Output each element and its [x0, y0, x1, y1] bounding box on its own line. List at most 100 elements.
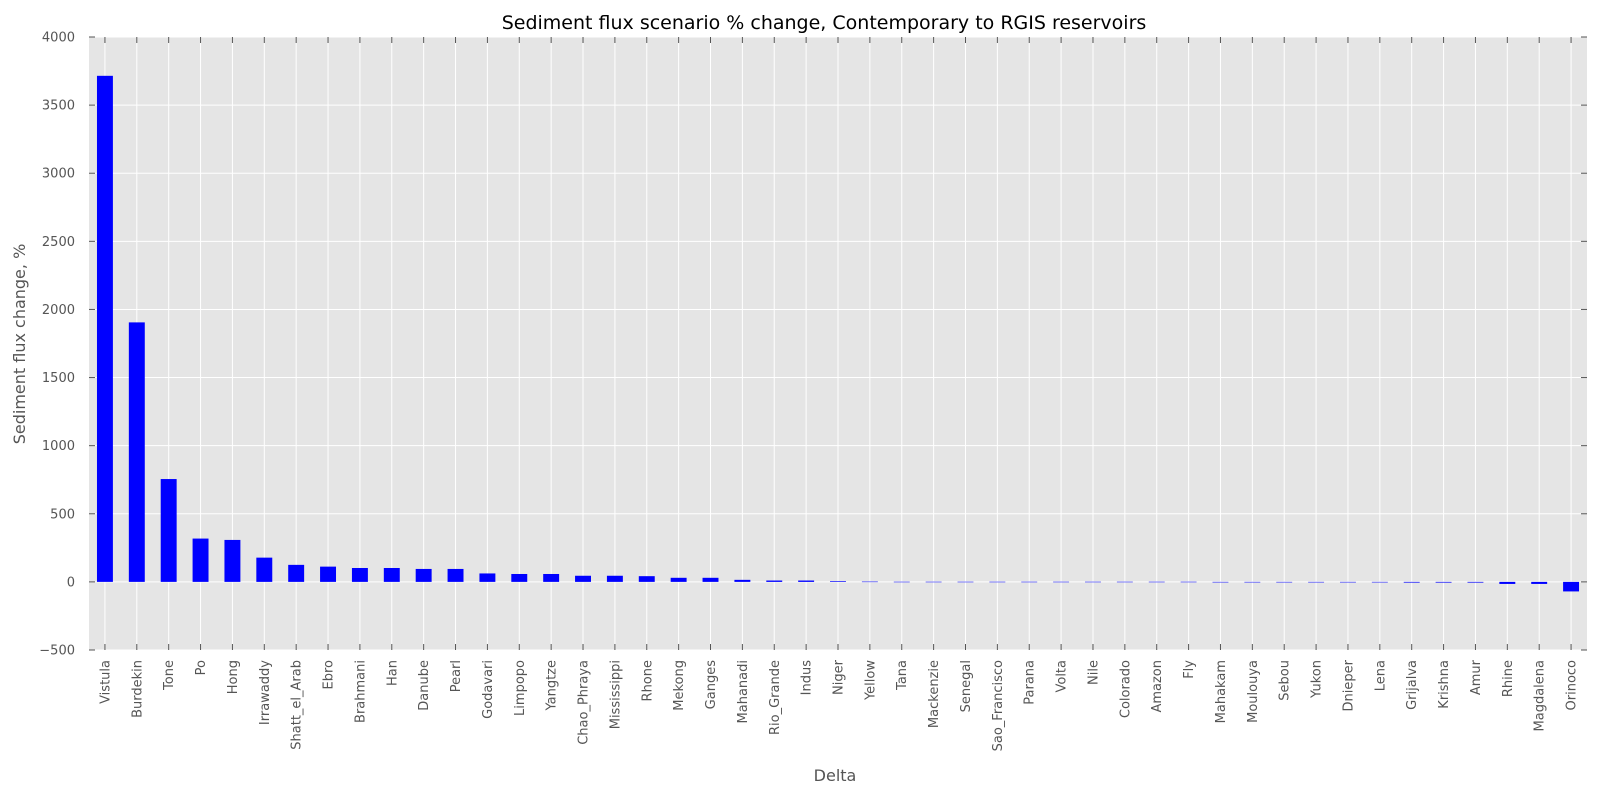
bar-grijalva: [1403, 581, 1420, 583]
bar-fly: [1180, 581, 1197, 583]
x-tick-label: Danube: [417, 660, 432, 711]
bar-mekong: [670, 577, 687, 582]
y-tick-label: 0: [67, 575, 75, 590]
x-tick-label: Senegal: [959, 660, 974, 712]
bar-rhone: [638, 576, 655, 582]
x-tick-label: Indus: [800, 660, 815, 696]
bar-danube: [415, 568, 432, 582]
x-tick-label: Pearl: [449, 660, 464, 692]
x-tick-label: Mackenzie: [927, 660, 942, 728]
bar-sebou: [1276, 581, 1293, 583]
x-tick-label: Niger: [832, 659, 847, 695]
y-tick-label: −500: [39, 644, 75, 659]
bar-colorado: [1116, 581, 1133, 583]
bar-chao_phraya: [575, 575, 591, 582]
bar-tana: [893, 581, 910, 583]
bar-niger: [830, 581, 846, 582]
bar-senegal: [957, 581, 974, 583]
bar-krishna: [1435, 581, 1452, 583]
bar-rhine: [1499, 581, 1516, 584]
y-tick-label: 1500: [42, 371, 75, 386]
bar-moulouya: [1244, 581, 1261, 583]
bar-ebro: [320, 566, 337, 582]
x-tick-label: Yangtze: [545, 660, 560, 712]
x-tick-label: Irrawaddy: [258, 660, 273, 725]
x-tick-label: Volta: [1055, 660, 1070, 693]
x-tick-label: Orinoco: [1565, 660, 1580, 711]
x-tick-label: Hong: [226, 660, 241, 694]
bar-ganges: [702, 577, 719, 582]
x-tick-label: Godavari: [481, 660, 496, 719]
x-tick-label: Amur: [1469, 659, 1484, 695]
bar-mahakam: [1212, 581, 1229, 583]
x-axis: Vistula Burdekin Tone Po Hong Irrawaddy Shatt_…: [98, 37, 1580, 751]
bars: [96, 75, 1580, 592]
bar-godavari: [479, 573, 496, 582]
x-tick-label: Dnieper: [1341, 659, 1356, 711]
bar-lena: [1371, 581, 1388, 583]
x-tick-label: Fly: [1182, 660, 1197, 679]
x-tick-label: Mahakam: [1214, 660, 1229, 723]
x-tick-label: Mississippi: [608, 660, 623, 729]
x-tick-label: Grijalva: [1405, 660, 1420, 710]
bar-brahmani: [351, 567, 368, 582]
x-tick-label: Sebou: [1278, 660, 1293, 701]
x-tick-label: Rio_Grande: [768, 660, 783, 735]
bar-shatt_el_arab: [288, 564, 305, 582]
bar-sao_francisco: [989, 581, 1006, 583]
bar-tone: [160, 479, 177, 582]
y-axis: −500 0 500 1000 1500 2000 2500 3000 3500 4000: [39, 31, 1587, 659]
x-tick-label: Mekong: [672, 660, 687, 711]
x-tick-label: Magdalena: [1533, 660, 1548, 731]
x-tick-label: Rhone: [640, 660, 655, 701]
bar-po: [192, 538, 209, 582]
bar-yangtze: [543, 573, 560, 582]
bar-hong: [224, 539, 241, 582]
x-tick-label: Vistula: [98, 660, 113, 704]
bar-mahanadi: [734, 579, 751, 582]
x-tick-label: Limpopo: [513, 660, 528, 716]
x-tick-label: Tone: [162, 660, 177, 691]
chart-title: Sediment flux scenario % change, Contemp…: [502, 12, 1147, 34]
bar-yellow: [861, 581, 878, 583]
x-tick-label: Lena: [1373, 660, 1388, 691]
x-tick-label: Yellow: [863, 660, 878, 701]
x-tick-label: Nile: [1086, 660, 1101, 685]
y-tick-label: 2000: [42, 303, 75, 318]
x-tick-label: Burdekin: [130, 660, 145, 718]
bar-limpopo: [511, 573, 528, 582]
bar-indus: [798, 580, 815, 582]
x-tick-label: Brahmani: [353, 660, 368, 723]
x-tick-label: Yukon: [1310, 660, 1325, 699]
y-tick-label: 4000: [42, 31, 75, 46]
x-tick-label: Parana: [1023, 660, 1038, 705]
bar-volta: [1053, 581, 1070, 583]
y-tick-label: 3500: [42, 99, 75, 114]
bar-dnieper: [1339, 581, 1356, 583]
bar-magdalena: [1531, 581, 1548, 584]
bar-mackenzie: [925, 581, 942, 583]
bar-pearl: [447, 568, 464, 582]
x-tick-label: Rhine: [1501, 660, 1516, 697]
bar-parana: [1021, 581, 1038, 583]
bar-amur: [1467, 581, 1484, 583]
bar-burdekin: [128, 322, 145, 582]
y-tick-label: 500: [50, 507, 75, 522]
y-axis-label: Sediment flux change, %: [10, 244, 29, 445]
bar-han: [383, 567, 400, 582]
x-tick-label: Amazon: [1150, 660, 1165, 713]
x-tick-label: Po: [194, 660, 209, 675]
bar-yukon: [1308, 581, 1325, 583]
x-tick-label: Sao_Francisco: [991, 660, 1006, 751]
bar-nile: [1085, 581, 1101, 583]
bar-irrawaddy: [256, 557, 273, 582]
x-tick-label: Chao_Phraya: [577, 660, 592, 745]
x-tick-label: Ganges: [704, 660, 719, 710]
x-tick-label: Shatt_el_Arab: [290, 660, 305, 750]
x-tick-label: Mahanadi: [736, 660, 751, 723]
y-tick-label: 2500: [42, 235, 75, 250]
bar-mississippi: [606, 575, 623, 582]
bar-amazon: [1148, 581, 1165, 583]
x-tick-label: Krishna: [1437, 660, 1452, 709]
